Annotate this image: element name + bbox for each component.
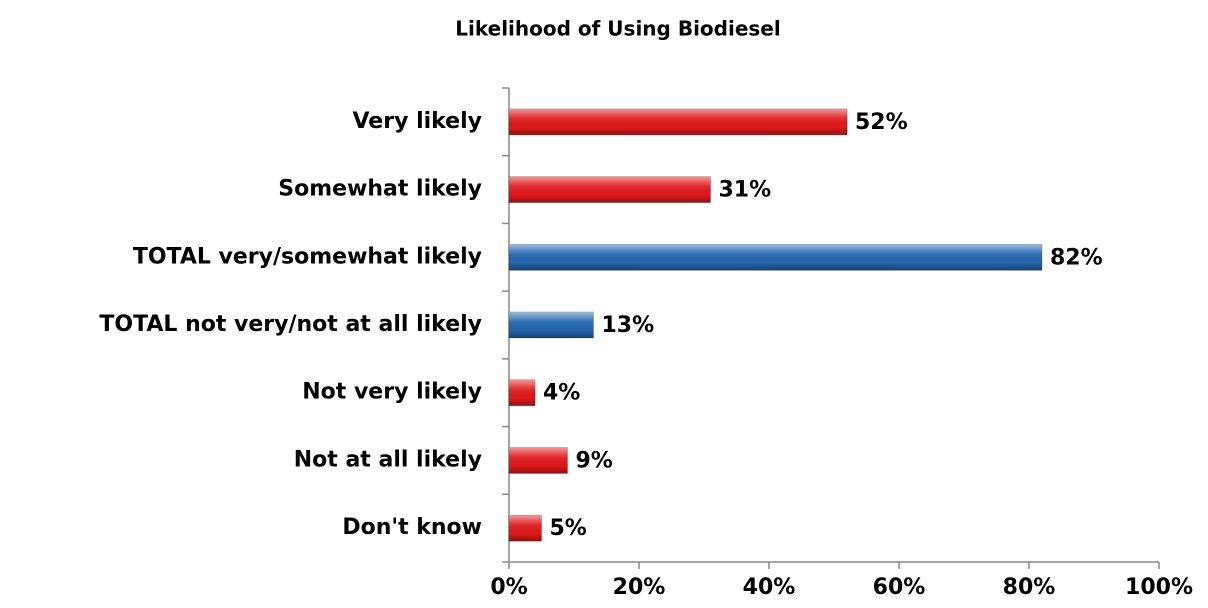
chart-title: Likelihood of Using Biodiesel: [455, 17, 780, 41]
bar-gloss: [509, 447, 568, 474]
value-label: 9%: [576, 448, 613, 473]
y-tick-label: Don't know: [342, 515, 482, 540]
y-tick-label: Not very likely: [302, 380, 482, 405]
bar-gloss: [509, 176, 711, 203]
x-tick-label: 60%: [873, 575, 926, 600]
value-label: 82%: [1050, 245, 1103, 270]
bar-gloss: [509, 244, 1042, 271]
value-label: 31%: [719, 178, 772, 203]
value-label: 52%: [855, 110, 908, 135]
x-tick-label: 40%: [743, 575, 796, 600]
x-tick-label: 20%: [613, 575, 666, 600]
x-tick-label: 100%: [1125, 575, 1193, 600]
bar-gloss: [509, 515, 542, 542]
bar-gloss: [509, 312, 594, 338]
y-tick-label: TOTAL very/somewhat likely: [133, 244, 482, 269]
x-tick-label: 80%: [1003, 575, 1056, 600]
bar-gloss: [509, 379, 535, 406]
value-label: 4%: [543, 381, 580, 406]
y-tick-label: TOTAL not very/not at all likely: [99, 312, 482, 337]
bar-gloss: [509, 108, 847, 135]
x-tick-label: 0%: [490, 575, 527, 600]
y-tick-label: Somewhat likely: [278, 177, 482, 202]
value-label: 13%: [602, 313, 655, 338]
y-tick-label: Not at all likely: [294, 447, 482, 472]
y-tick-label: Very likely: [352, 109, 482, 134]
value-label: 5%: [550, 516, 587, 541]
